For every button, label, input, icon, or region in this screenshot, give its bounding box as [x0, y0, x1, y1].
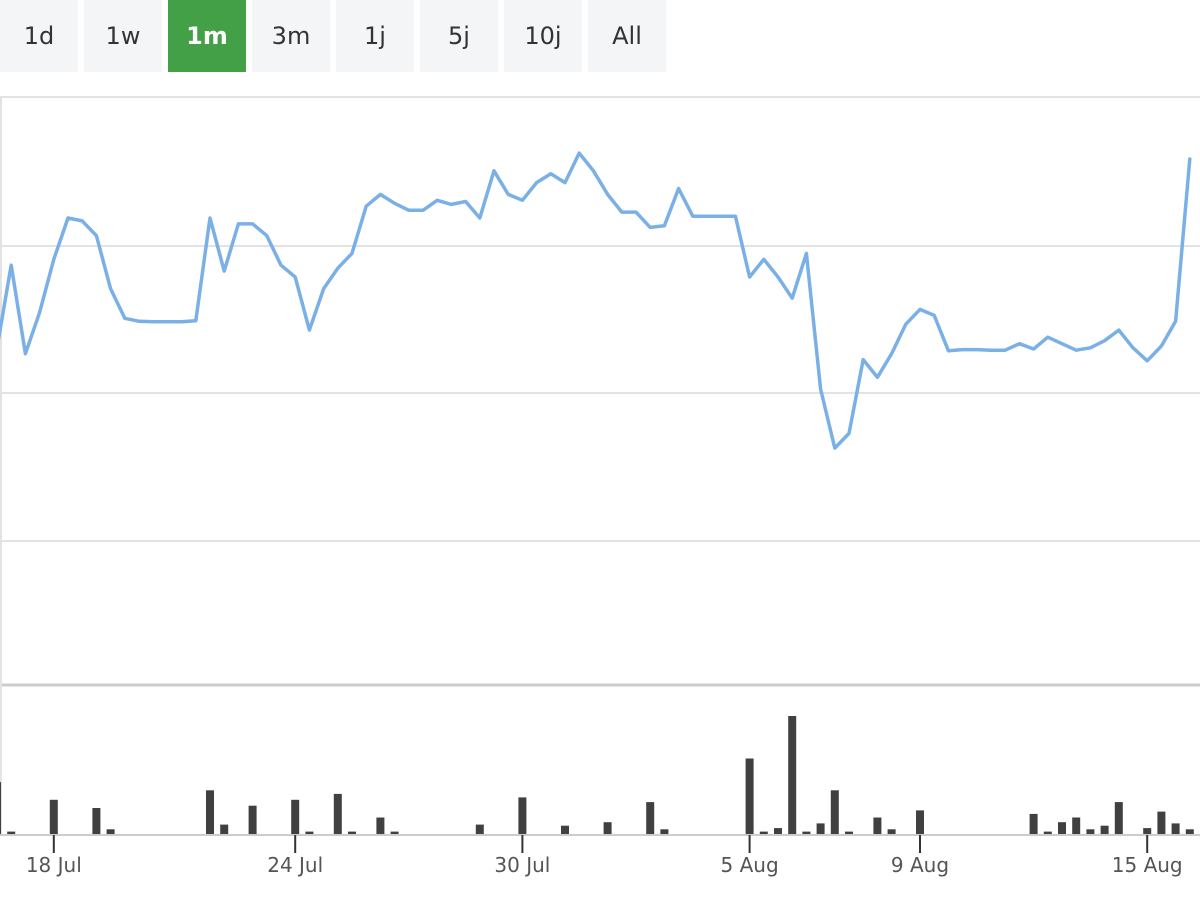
volume-bar [1171, 823, 1180, 834]
price-line [0, 151, 1192, 450]
volume-bar [248, 805, 257, 834]
x-tick-label: 30 Jul [494, 853, 550, 877]
volume-bar [475, 824, 484, 834]
volume-bar [845, 831, 853, 834]
volume-bar [1114, 802, 1123, 834]
volume-bar [887, 829, 896, 834]
range-button-5j[interactable]: 5j [420, 0, 498, 72]
volume-bar [1043, 831, 1052, 834]
volume-bar [830, 790, 839, 834]
volume-bar [1058, 822, 1066, 834]
volume-bar [376, 817, 385, 834]
volume-bar [603, 822, 612, 834]
x-tick-label: 5 Aug [721, 853, 779, 877]
range-button-3m[interactable]: 3m [252, 0, 330, 72]
volume-bar [348, 831, 356, 834]
range-button-1m[interactable]: 1m [168, 0, 246, 72]
volume-bar [1072, 817, 1081, 834]
volume-bar [92, 808, 101, 834]
range-button-1d[interactable]: 1d [0, 0, 78, 72]
volume-bar [561, 825, 569, 834]
volume-bar [916, 810, 924, 834]
x-tick-label: 24 Jul [267, 853, 323, 877]
range-selector: 1d 1w 1m 3m 1j 5j 10j All [0, 0, 672, 72]
volume-bar [206, 790, 214, 834]
volume-bar [1157, 811, 1166, 834]
volume-bar [646, 802, 655, 834]
volume-bar [745, 758, 754, 834]
volume-bar [1029, 813, 1038, 834]
volume-bar [1100, 825, 1109, 834]
range-button-1j[interactable]: 1j [336, 0, 414, 72]
x-tick-label: 9 Aug [891, 853, 949, 877]
volume-bar [873, 817, 882, 834]
volume-bar [774, 828, 782, 834]
volume-bar [106, 829, 115, 834]
volume-bar [660, 829, 669, 834]
volume-bar [7, 831, 16, 834]
x-tick-label: 18 Jul [26, 853, 82, 877]
volume-bar [220, 824, 229, 834]
volume-bar [802, 831, 811, 834]
range-button-all[interactable]: All [588, 0, 666, 72]
volume-bar [759, 831, 768, 834]
volume-bar [518, 797, 527, 834]
x-tick-label: 15 Aug [1112, 853, 1183, 877]
range-button-1w[interactable]: 1w [84, 0, 162, 72]
volume-bar [291, 799, 300, 834]
volume-bar [305, 831, 314, 834]
volume-bar [1185, 829, 1194, 834]
volume-bar [0, 782, 1, 834]
volume-bar [333, 793, 342, 834]
volume-bar [816, 823, 825, 834]
volume-bar [390, 831, 399, 834]
range-button-10j[interactable]: 10j [504, 0, 582, 72]
volume-bar [1143, 828, 1152, 834]
volume-bar [1086, 829, 1095, 834]
volume-bar [49, 799, 58, 834]
volume-bar [788, 716, 797, 834]
